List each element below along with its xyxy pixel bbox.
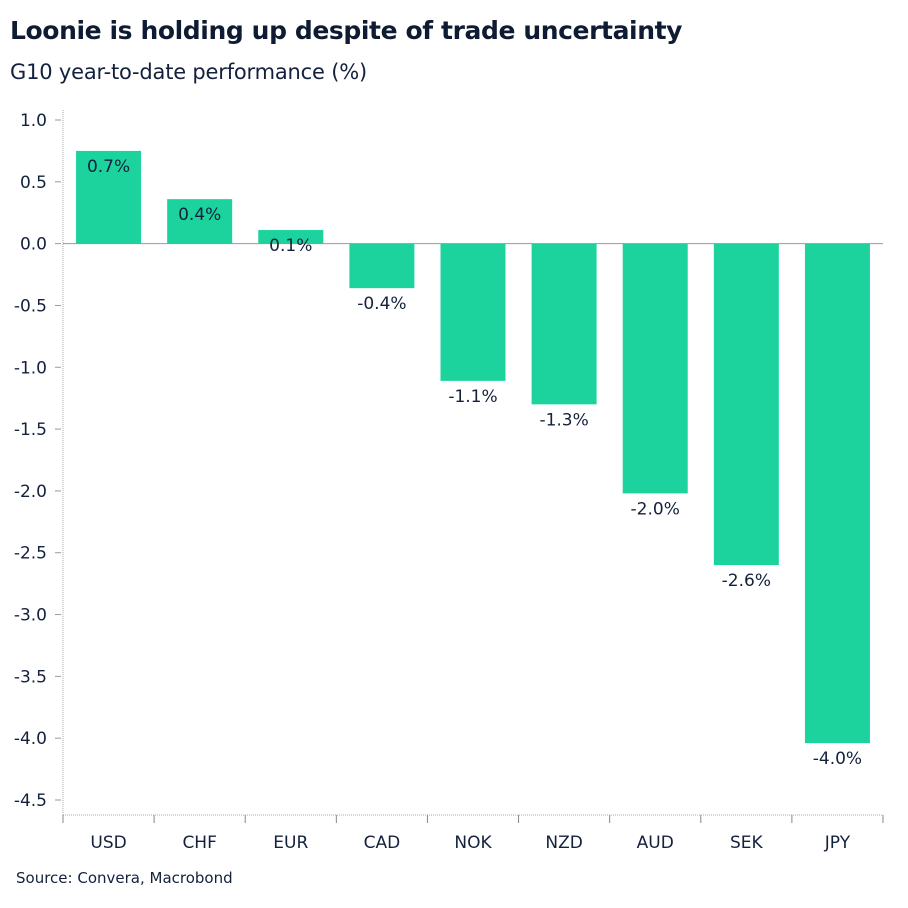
x-tick-label: EUR <box>273 833 308 853</box>
x-tick-label: CHF <box>182 833 216 853</box>
data-label: 0.1% <box>269 236 312 256</box>
data-label: -1.3% <box>539 410 588 430</box>
bar-nzd <box>531 243 597 405</box>
y-tick-label: -3.5 <box>14 667 47 687</box>
y-tick-label: -4.0 <box>14 729 47 749</box>
y-tick-label: -3.0 <box>14 606 47 626</box>
y-tick-label: 0.0 <box>20 235 47 255</box>
data-label: -1.1% <box>448 387 497 407</box>
y-tick-label: -1.0 <box>14 358 47 378</box>
x-tick-label: AUD <box>637 833 674 853</box>
y-tick-label: 0.5 <box>20 173 47 193</box>
x-tick-label: CAD <box>364 833 401 853</box>
chart-subtitle: G10 year-to-date performance (%) <box>10 60 367 84</box>
y-tick-label: -2.0 <box>14 482 47 502</box>
bar-nok <box>440 243 506 381</box>
x-tick-label: NOK <box>454 833 492 853</box>
data-label: 0.4% <box>178 205 221 225</box>
bar-cad <box>349 243 415 289</box>
y-tick-label: -1.5 <box>14 420 47 440</box>
data-label: -0.4% <box>357 294 406 314</box>
x-tick-label: SEK <box>730 833 764 853</box>
y-tick-label: -0.5 <box>14 296 47 316</box>
source-note: Source: Convera, Macrobond <box>16 869 233 887</box>
x-tick-label: USD <box>90 833 126 853</box>
bar-chf <box>167 199 233 244</box>
bar-usd <box>76 150 142 244</box>
data-label: -2.0% <box>631 499 680 519</box>
bar-sek <box>713 243 779 566</box>
bar-eur <box>258 230 324 244</box>
bar-aud <box>622 243 688 494</box>
y-tick-label: -2.5 <box>14 544 47 564</box>
data-label: -4.0% <box>813 749 862 769</box>
x-tick-label: JPY <box>824 833 851 853</box>
y-tick-label: -4.5 <box>14 791 47 811</box>
data-label: -2.6% <box>722 571 771 591</box>
y-tick-label: 1.0 <box>20 111 47 131</box>
data-label: 0.7% <box>87 157 130 177</box>
x-tick-label: NZD <box>545 833 582 853</box>
bar-jpy <box>804 243 870 744</box>
chart-title: Loonie is holding up despite of trade un… <box>10 16 683 45</box>
